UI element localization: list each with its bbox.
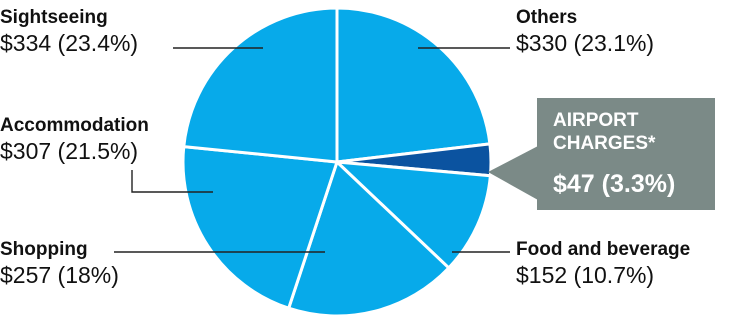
label-accommodation-value: $307 (21.5%) xyxy=(0,137,139,164)
label-accommodation-name: Accommodation xyxy=(0,115,149,136)
label-shopping: Shopping $257 (18%) xyxy=(0,239,119,288)
callout-name: AIRPORT CHARGES* xyxy=(553,110,656,154)
callout-pointer xyxy=(488,146,538,200)
label-sightseeing: Sightseeing $334 (23.4%) xyxy=(0,7,139,56)
pie-slice-shopping xyxy=(287,160,451,318)
label-others: Others $330 (23.1%) xyxy=(516,7,655,56)
label-accommodation: Accommodation $307 (21.5%) xyxy=(0,115,149,164)
label-food-and-beverage-name: Food and beverage xyxy=(516,239,691,260)
label-food-and-beverage-value: $152 (10.7%) xyxy=(516,261,655,288)
label-sightseeing-value: $334 (23.4%) xyxy=(0,29,139,56)
label-shopping-value: $257 (18%) xyxy=(0,261,119,288)
leader-line-accommodation xyxy=(131,170,213,193)
label-others-name: Others xyxy=(516,7,578,28)
label-sightseeing-name: Sightseeing xyxy=(0,7,108,28)
label-shopping-name: Shopping xyxy=(0,239,88,260)
pie-slice-sightseeing xyxy=(182,6,339,164)
label-food-and-beverage: Food and beverage $152 (10.7%) xyxy=(516,239,691,288)
pie-slices xyxy=(181,6,493,318)
airport-charges-callout: AIRPORT CHARGES* $47 (3.3%) xyxy=(537,98,715,210)
pie-slice-others xyxy=(335,6,492,164)
leader-lines xyxy=(114,47,510,253)
callout-value: $47 (3.3%) xyxy=(553,170,676,198)
pie-slice-food-and-beverage xyxy=(335,160,492,270)
label-others-value: $330 (23.1%) xyxy=(516,29,655,56)
pie-slice-accommodation xyxy=(181,145,339,310)
